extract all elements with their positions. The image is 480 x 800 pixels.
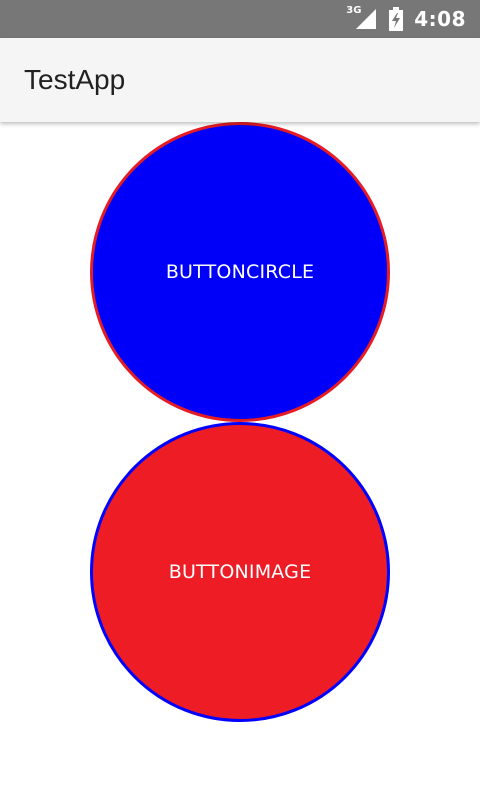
status-icons: 3G 4:08 (346, 0, 466, 38)
button-circle-label: BUTTONCIRCLE (165, 261, 315, 283)
button-circle[interactable]: BUTTONCIRCLE (90, 122, 390, 422)
network-type-label: 3G (346, 5, 362, 16)
main-content: BUTTONCIRCLE BUTTONIMAGE (0, 122, 480, 800)
network-indicator: 3G (346, 5, 378, 31)
app-title: TestApp (24, 64, 126, 95)
app-bar: TestApp (0, 38, 480, 122)
battery-charging-icon (389, 7, 404, 31)
status-clock: 4:08 (414, 7, 466, 31)
button-image[interactable]: BUTTONIMAGE (90, 422, 390, 722)
button-image-label: BUTTONIMAGE (168, 561, 312, 583)
signal-icon (356, 9, 377, 29)
battery-indicator (388, 7, 404, 31)
status-bar: 3G 4:08 (0, 0, 480, 38)
